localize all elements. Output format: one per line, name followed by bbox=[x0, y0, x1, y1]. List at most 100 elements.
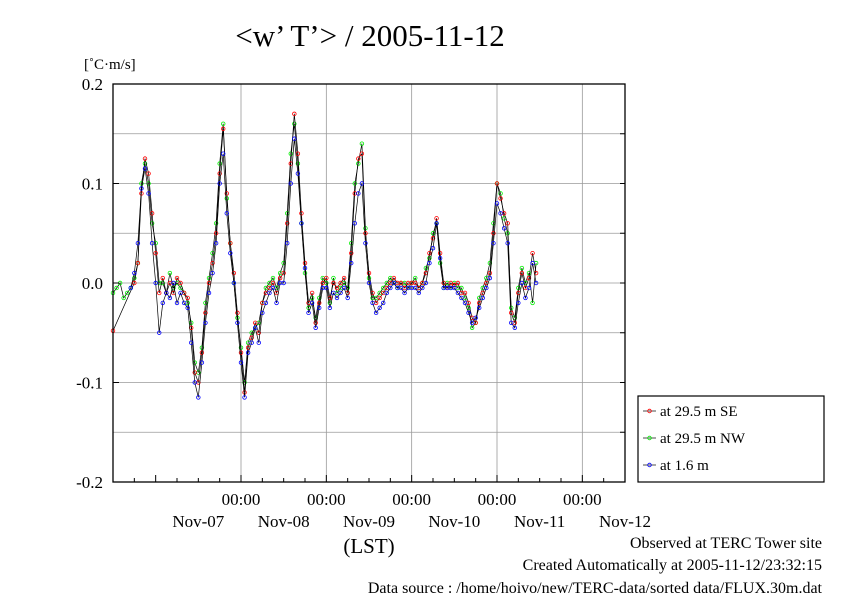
y-tick-label: -0.2 bbox=[76, 473, 103, 492]
data-point bbox=[434, 216, 439, 221]
data-point bbox=[494, 201, 500, 206]
data-point bbox=[309, 290, 315, 296]
data-point bbox=[420, 285, 425, 291]
data-point bbox=[381, 300, 386, 306]
data-point bbox=[231, 280, 237, 286]
data-point bbox=[146, 181, 151, 186]
data-point bbox=[430, 236, 436, 241]
series-line bbox=[112, 123, 537, 383]
data-point bbox=[452, 282, 457, 288]
data-point bbox=[238, 360, 244, 365]
data-point bbox=[224, 191, 229, 196]
data-point bbox=[359, 181, 365, 186]
data-point bbox=[526, 270, 532, 276]
data-point bbox=[295, 161, 301, 166]
data-point bbox=[494, 181, 500, 186]
data-point bbox=[473, 315, 478, 321]
data-point bbox=[206, 290, 212, 296]
data-point bbox=[213, 231, 219, 236]
data-point bbox=[178, 290, 183, 296]
series-group bbox=[110, 111, 539, 400]
data-point bbox=[516, 285, 521, 291]
data-point bbox=[341, 275, 347, 281]
data-point bbox=[135, 260, 141, 266]
x-day-label: Nov-11 bbox=[514, 512, 565, 531]
x-tick-time-label: 00:00 bbox=[563, 490, 602, 509]
x-day-label: Nov-07 bbox=[172, 512, 224, 531]
data-point bbox=[149, 221, 155, 226]
series-at-1-6-m bbox=[128, 136, 539, 400]
data-point bbox=[192, 370, 197, 375]
data-point bbox=[413, 280, 418, 286]
data-point bbox=[313, 320, 318, 325]
data-point bbox=[285, 240, 290, 246]
data-point bbox=[530, 250, 535, 256]
data-point bbox=[430, 245, 436, 251]
data-point bbox=[153, 280, 158, 286]
data-point bbox=[491, 231, 496, 236]
data-point bbox=[338, 290, 343, 296]
data-point bbox=[285, 221, 290, 226]
x-day-label: Nov-10 bbox=[428, 512, 480, 531]
data-point bbox=[437, 255, 443, 261]
data-point bbox=[462, 300, 468, 306]
data-point bbox=[466, 310, 471, 316]
x-tick-time-label: 00:00 bbox=[478, 490, 517, 509]
data-point bbox=[491, 240, 496, 246]
data-point bbox=[174, 275, 180, 281]
data-point bbox=[277, 275, 283, 281]
data-point bbox=[430, 231, 436, 236]
x-tick-time-label: 00:00 bbox=[307, 490, 346, 509]
data-point bbox=[413, 275, 418, 281]
data-point bbox=[167, 270, 173, 276]
data-point bbox=[167, 295, 173, 301]
data-point bbox=[423, 280, 429, 286]
data-point bbox=[132, 270, 137, 276]
data-point bbox=[455, 280, 461, 286]
x-tick-time-label: 00:00 bbox=[392, 490, 431, 509]
data-point bbox=[242, 395, 247, 400]
data-point bbox=[139, 186, 144, 191]
data-point bbox=[526, 285, 532, 291]
data-point bbox=[459, 295, 464, 301]
legend-box bbox=[637, 395, 825, 483]
data-point bbox=[341, 285, 347, 291]
footer-data-source: Data source : /home/hoivo/new/TERC-data/… bbox=[367, 580, 822, 597]
data-point bbox=[292, 121, 297, 126]
data-point bbox=[413, 285, 418, 291]
data-point bbox=[402, 290, 407, 296]
data-point bbox=[185, 295, 190, 301]
data-point bbox=[217, 161, 222, 166]
data-point bbox=[295, 171, 301, 176]
data-point bbox=[437, 260, 443, 266]
data-point bbox=[160, 300, 165, 306]
data-point bbox=[253, 325, 258, 330]
data-point bbox=[320, 280, 325, 286]
data-point bbox=[206, 275, 212, 281]
data-point bbox=[281, 270, 286, 276]
data-point bbox=[263, 300, 269, 306]
data-point bbox=[516, 300, 521, 306]
data-point bbox=[288, 151, 293, 156]
data-point bbox=[452, 285, 457, 291]
data-point bbox=[210, 270, 215, 276]
legend-label: at 29.5 m SE bbox=[660, 404, 738, 420]
data-point bbox=[292, 111, 297, 117]
x-axis: 00:00 00:00 00:00 00:00 00:00 Nov-07 Nov-08 Nov… bbox=[112, 475, 651, 531]
data-point bbox=[238, 350, 244, 355]
data-point bbox=[221, 126, 226, 131]
data-point bbox=[366, 280, 372, 286]
data-point bbox=[267, 290, 272, 296]
data-point bbox=[256, 340, 261, 345]
y-tick-label: 0.1 bbox=[82, 175, 103, 194]
data-point bbox=[349, 260, 354, 266]
data-point bbox=[338, 280, 343, 286]
data-point bbox=[231, 270, 237, 276]
data-point bbox=[253, 320, 258, 325]
data-point bbox=[196, 395, 201, 400]
data-point bbox=[427, 255, 432, 261]
data-point bbox=[331, 290, 336, 296]
data-point bbox=[356, 161, 361, 166]
data-point bbox=[366, 270, 372, 276]
